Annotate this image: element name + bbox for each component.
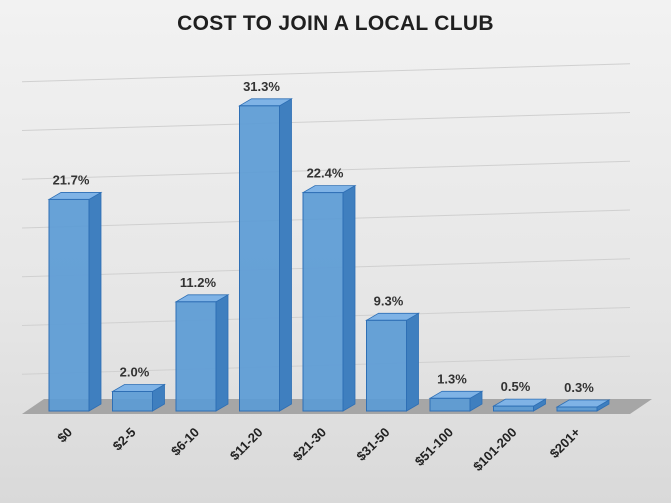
chart-title: COST TO JOIN A LOCAL CLUB [177,12,494,35]
data-label: 9.3% [374,293,404,308]
data-labels: 21.7% 2.0% 11.2% 31.3% 22.4% 9.3% 1.3% 0.5% 0.3% [53,79,595,395]
x-tick-label: $21-30 [290,425,329,464]
data-label: 31.3% [243,79,280,94]
x-tick-label: $31-50 [353,425,392,464]
x-tick-label: $2-5 [110,425,139,454]
bar-side-face [279,98,292,412]
gridline [21,63,631,83]
x-axis-tick-labels: $0 $2-5 $6-10 $11-20 $21-30 $31-50 $51-100 $101… [54,424,583,474]
data-label: 0.5% [501,379,531,394]
data-label: 1.3% [437,371,467,386]
data-label: 0.3% [564,380,594,395]
bar-front-face [112,391,153,412]
bar-side-face [215,294,229,412]
bar [428,390,484,412]
x-tick-label: $11-20 [227,425,266,464]
x-tick-label: $101-200 [470,425,519,474]
data-label: 2.0% [120,365,150,380]
bar-front-face [556,406,598,412]
bar [365,312,420,412]
bar [174,294,230,412]
bar [111,383,166,412]
bar [555,399,611,412]
gridline [21,160,631,180]
bar [301,184,357,412]
data-label: 11.2% [180,275,217,290]
gridline [21,112,631,131]
bars [47,98,611,412]
bar [47,191,103,412]
bar-side-face [88,191,102,412]
x-tick-label: $201+ [547,424,584,461]
bar-front-face [48,198,90,412]
bar-front-face [493,405,534,412]
x-tick-label: $51-100 [412,425,456,469]
x-tick-label: $6-10 [168,425,202,459]
bar [238,98,293,412]
bar-front-face [429,397,471,412]
bar-side-face [342,184,356,412]
bar [492,398,547,412]
bar-side-face [406,312,419,412]
bar-front-face [175,301,217,412]
data-label: 21.7% [53,172,90,187]
x-tick-label: $0 [54,425,75,446]
data-label: 22.4% [307,166,344,181]
bar-front-face [239,105,280,412]
bar-front-face [366,319,407,412]
bar-front-face [302,192,344,412]
